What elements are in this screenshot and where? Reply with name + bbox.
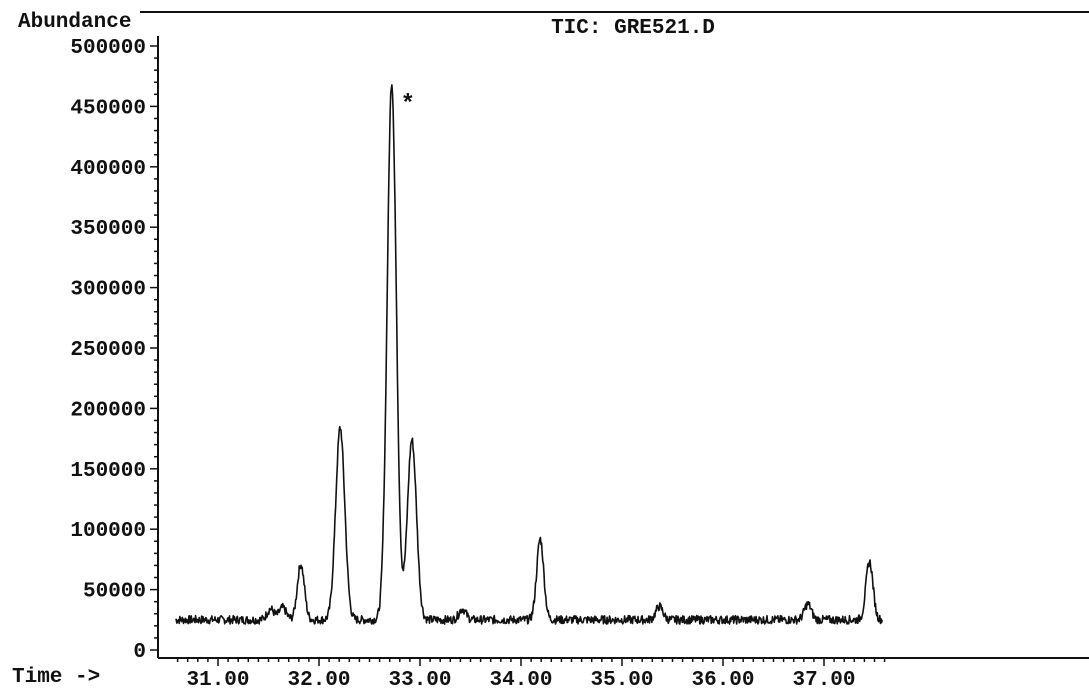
- y-tick-label: 500000: [70, 37, 146, 60]
- y-tick-label: 0: [133, 641, 146, 664]
- y-tick-label: 400000: [70, 158, 146, 181]
- y-axis-label: Abundance: [18, 11, 131, 34]
- x-tick-label: 33.00: [388, 669, 451, 692]
- y-tick-label: 100000: [70, 520, 146, 543]
- chart-title: TIC: GRE521.D: [551, 17, 715, 40]
- x-tick-label: 36.00: [691, 669, 754, 692]
- y-tick-label: 350000: [70, 218, 146, 241]
- tic-trace-line: [175, 84, 883, 625]
- x-tick-label: 35.00: [590, 669, 653, 692]
- y-tick-label: 200000: [70, 399, 146, 422]
- x-axis-label: Time ->: [12, 666, 100, 689]
- x-tick-label: 34.00: [489, 669, 552, 692]
- x-tick-label: 32.00: [287, 669, 350, 692]
- y-tick-label: 150000: [70, 460, 146, 483]
- y-tick-label: 250000: [70, 339, 146, 362]
- y-tick-label: 50000: [83, 581, 146, 604]
- x-tick-label: 37.00: [792, 669, 855, 692]
- y-axis-ticks: 0 50000 100000 150000 200000 250000 300000 3500…: [70, 37, 158, 664]
- peak-annotation-asterisk: *: [401, 91, 415, 118]
- y-tick-label: 450000: [70, 97, 146, 120]
- x-axis-ticks: 31.00 32.00 33.00 34.00 35.00 36.00 37.00: [176, 658, 886, 692]
- y-tick-label: 300000: [70, 279, 146, 302]
- x-tick-label: 31.00: [186, 669, 249, 692]
